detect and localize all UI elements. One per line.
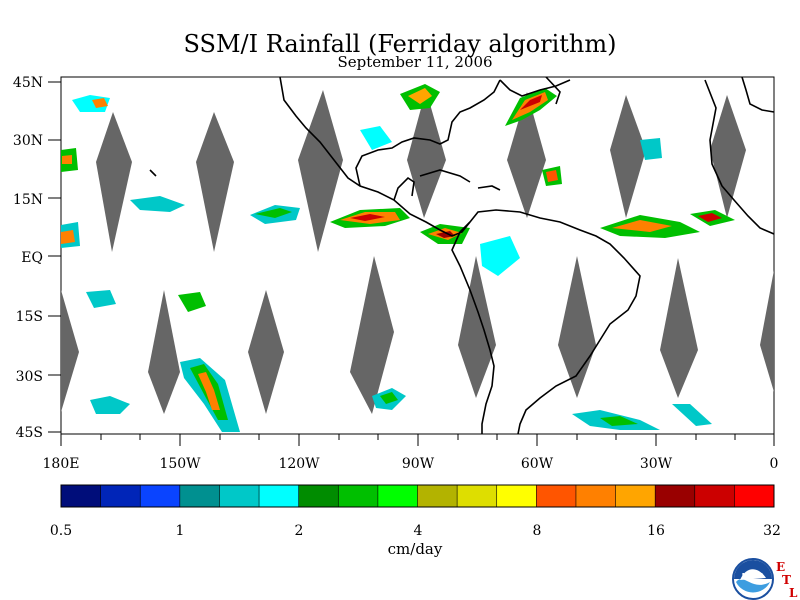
colorbar-label-2: 2 [295, 523, 304, 539]
colorbar-swatch [140, 485, 181, 507]
colorbar-swatch [615, 485, 656, 507]
colorbar-label-16: 16 [647, 523, 665, 539]
etl-letter-e: E [776, 560, 786, 574]
map-title: SSM/I Rainfall (Ferriday algorithm) [183, 30, 617, 58]
y-tick-label-15s: 15S [16, 309, 43, 325]
colorbar-swatch [694, 485, 735, 507]
colorbar-label-0-5: 0.5 [50, 523, 72, 539]
x-tick-label-150w: 150W [159, 456, 201, 472]
colorbar-swatch [100, 485, 141, 507]
rainfall-areas [61, 84, 735, 432]
colorbar-swatch [259, 485, 300, 507]
colorbar-swatch [734, 485, 775, 507]
colorbar-swatch [417, 485, 458, 507]
color-scale-bar [60, 484, 775, 508]
colorbar-swatch [179, 485, 220, 507]
colorbar-swatch [298, 485, 339, 507]
map-date: September 11, 2006 [337, 53, 493, 71]
colorbar-swatch [377, 485, 418, 507]
colorbar-label-1: 1 [176, 523, 185, 539]
y-tick-label-45n: 45N [13, 75, 43, 91]
y-tick-label-eq: EQ [21, 250, 43, 266]
y-tick-label-45s: 45S [16, 425, 43, 441]
colorbar-swatch [655, 485, 696, 507]
colorbar-units: cm/day [387, 540, 443, 558]
noaa-logo-text: NOAA [742, 572, 765, 580]
colorbar-label-8: 8 [533, 523, 542, 539]
colorbar-label-4: 4 [414, 523, 423, 539]
colorbar-swatch [61, 485, 102, 507]
y-tick-label-30n: 30N [13, 133, 43, 149]
colorbar-swatch [338, 485, 379, 507]
colorbar-labels: 0.5 1 2 4 8 16 32 [50, 523, 781, 539]
map-area [60, 76, 775, 435]
noaa-logo: NOAA [732, 558, 774, 600]
colorbar-swatch [457, 485, 498, 507]
x-axis-labels: 180E 150W 120W 90W 60W 30W 0 [43, 456, 779, 472]
x-tick-label-120w: 120W [278, 456, 320, 472]
colorbar-swatch [536, 485, 577, 507]
x-tick-label-30w: 30W [640, 456, 673, 472]
x-tick-label-90w: 90W [402, 456, 435, 472]
colorbar-swatch [575, 485, 617, 507]
colorbar-label-32: 32 [763, 523, 781, 539]
coastlines [149, 76, 775, 435]
swath-gaps [61, 90, 774, 414]
x-tick-label-0: 0 [770, 456, 779, 472]
y-axis-labels: 45N 30N 15N EQ 15S 30S 45S [13, 75, 43, 441]
y-tick-label-15n: 15N [13, 192, 43, 208]
y-axis-ticks [48, 81, 61, 433]
etl-letter-t: T [782, 573, 791, 587]
x-axis-ticks [60, 434, 775, 446]
etl-letter-l: L [789, 586, 798, 600]
x-tick-label-60w: 60W [521, 456, 554, 472]
y-tick-label-30s: 30S [16, 369, 43, 385]
x-tick-label-180e: 180E [43, 456, 80, 472]
colorbar-swatch [219, 485, 260, 507]
colorbar-swatch [496, 485, 537, 507]
